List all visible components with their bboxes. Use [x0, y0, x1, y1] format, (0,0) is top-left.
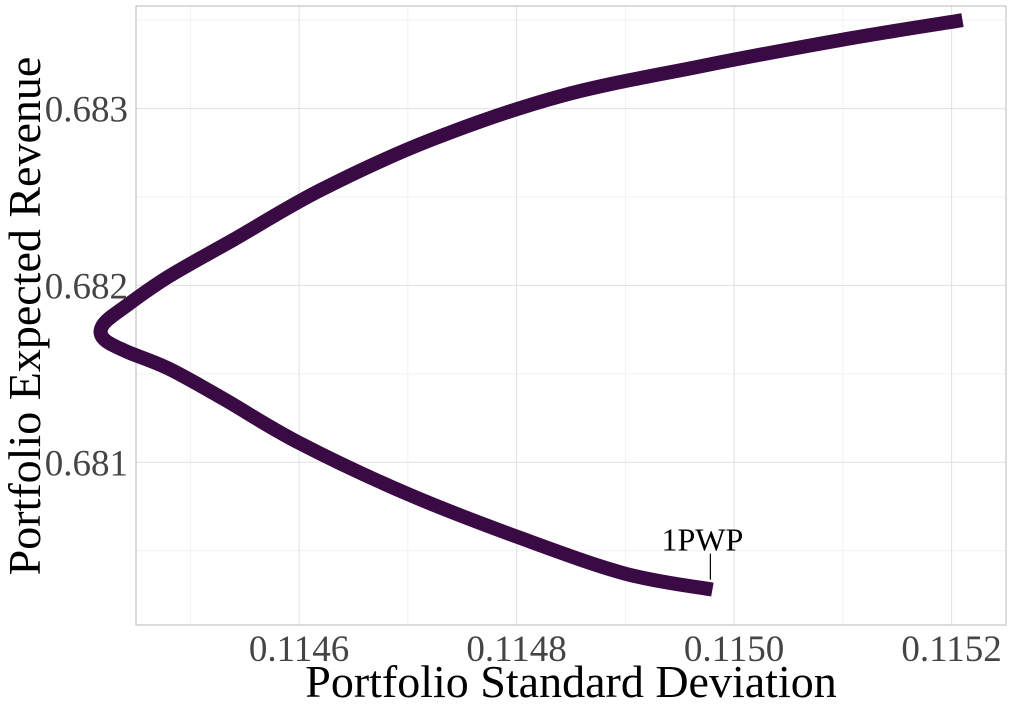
y-axis-ticks: 0.681 0.682 0.683	[45, 90, 128, 485]
plot-panel-border	[135, 5, 1007, 626]
frontier-series-line	[93, 13, 964, 597]
major-grid	[136, 6, 1006, 625]
y-tick-label: 0.682	[45, 266, 128, 307]
annotation-label: 1PWP	[661, 522, 743, 558]
y-tick-label: 0.681	[45, 443, 128, 484]
x-tick-label: 0.1152	[901, 629, 1001, 670]
x-axis-title: Portfolio Standard Deviation	[305, 656, 836, 706]
y-tick-label: 0.683	[45, 90, 128, 131]
x-tick-label: 0.1148	[466, 629, 566, 670]
series-layer	[93, 13, 964, 597]
y-axis-title: Portfolio Expected Revenue	[0, 57, 50, 576]
x-tick-label: 0.1150	[684, 629, 784, 670]
x-axis-ticks: 0.1146 0.1148 0.1150 0.1152	[249, 629, 1002, 670]
x-tick-label: 0.1146	[249, 629, 349, 670]
annotation-layer: 1PWP	[661, 522, 743, 580]
